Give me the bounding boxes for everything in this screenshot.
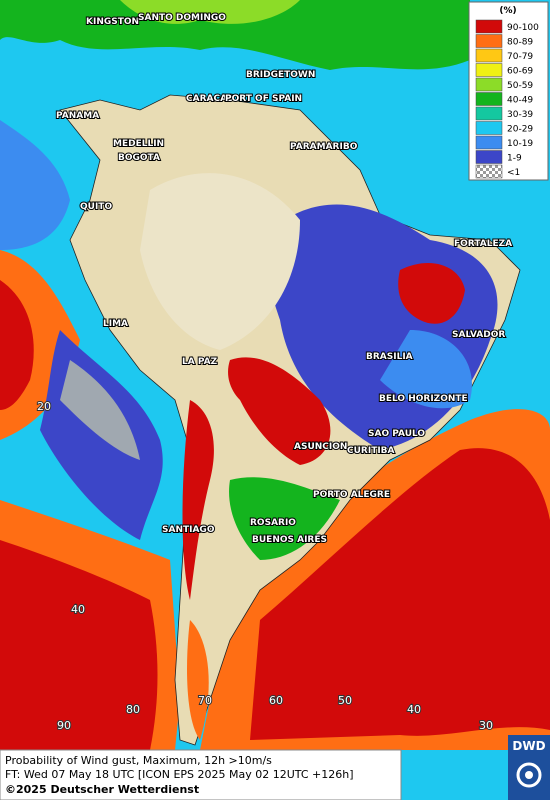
graticule-label: 20 [37,400,51,413]
city-label: BOGOTA [118,153,160,163]
field-area [120,0,300,24]
field-area [398,262,465,324]
footer: Probability of Wind gust, Maximum, 12h >… [0,749,402,800]
city-label: MEDELLIN [113,139,164,149]
legend-swatch [475,121,503,135]
legend-label: <1 [507,168,520,178]
field-area [182,400,214,600]
field-area [187,620,209,740]
city-label: QUITO [80,202,112,212]
city-label: PORT OF SPAIN [225,94,302,104]
city-label: SANTO DOMINGO [138,13,226,23]
graticule-label: 50 [338,694,352,707]
dwd-logo: DWD [508,735,550,800]
legend-title: (%) [499,6,516,16]
city-label: PORTO ALEGRE [313,490,390,500]
legend-swatch [475,164,503,179]
legend-label: 80-89 [507,38,533,48]
legend-swatch [475,63,503,77]
city-label: LIMA [103,319,128,329]
city-label: SAO PAULO [368,429,425,439]
field-area [229,477,340,560]
city-label: BRIDGETOWN [246,70,315,80]
footer-text: FT: Wed 07 May 18 UTC [ICON EPS 2025 May… [5,768,354,781]
legend-label: 30-39 [507,110,533,120]
legend-swatch [475,77,503,92]
city-label: PANAMA [56,111,99,121]
city-label: BRASILIA [366,352,413,362]
city-label: BUENOS AIRES [252,535,327,545]
graticule-label: 40 [407,703,421,716]
legend-swatch [475,48,503,63]
field-area [228,357,331,465]
footer-text: Probability of Wind gust, Maximum, 12h >… [5,754,272,767]
legend-label: 60-69 [507,67,533,77]
graticule-label: 30 [479,719,493,732]
field-area [380,330,472,409]
city-label: BELO HORIZONTE [379,394,468,404]
footer-box [0,749,402,800]
legend-swatch [475,150,503,164]
logo-box [508,735,550,800]
legend-label: 20-29 [507,125,533,135]
graticule-label: 60 [269,694,283,707]
footer-text: ©2025 Deutscher Wetterdienst [5,783,199,796]
city-label: ASUNCION [294,442,347,452]
city-labels: KINGSTON SANTO DOMINGO BRIDGETOWN CARACA… [55,12,513,546]
legend-swatch [475,19,503,34]
city-label: ROSARIO [250,518,296,528]
field-area [0,280,34,410]
city-label: CURITIBA [347,446,395,456]
legend-label: 40-49 [507,96,533,106]
field-area [0,120,70,250]
graticule-label: 80 [126,703,140,716]
legend: (%) 90-100 80-89 70-79 60-69 50-59 40-49 30-39… [468,1,549,181]
land-field [140,173,498,740]
amazon-basin [140,173,300,350]
city-label: SANTIAGO [162,525,215,535]
graticule-label: 90 [57,719,71,732]
legend-label: 50-59 [507,81,533,91]
logo-swirl [525,771,533,779]
graticule-label: 70 [198,694,212,707]
logo-text: DWD [512,739,545,753]
graticule-label: 40 [71,603,85,616]
city-label: FORTALEZA [454,239,512,249]
city-label: SALVADOR [452,330,505,340]
legend-label: 70-79 [507,52,533,62]
city-label: CARACAS [186,94,234,104]
city-label: LA PAZ [182,357,218,367]
legend-swatch [475,34,503,48]
field-area [0,540,158,750]
field-area [0,0,470,70]
city-label: PARAMARIBO [290,142,358,152]
field-area [60,360,140,460]
logo-swirl [516,762,542,788]
legend-swatch [475,135,503,150]
legend-label: 10-19 [507,139,533,149]
legend-label: 90-100 [507,23,539,33]
city-label: KINGSTON [86,17,139,27]
graticule-labels: 20 40 90 80 70 60 50 40 30 [36,399,494,733]
legend-swatch [475,92,503,106]
legend-swatch [475,106,503,121]
legend-label: 1-9 [507,154,522,164]
field-area [250,448,550,740]
